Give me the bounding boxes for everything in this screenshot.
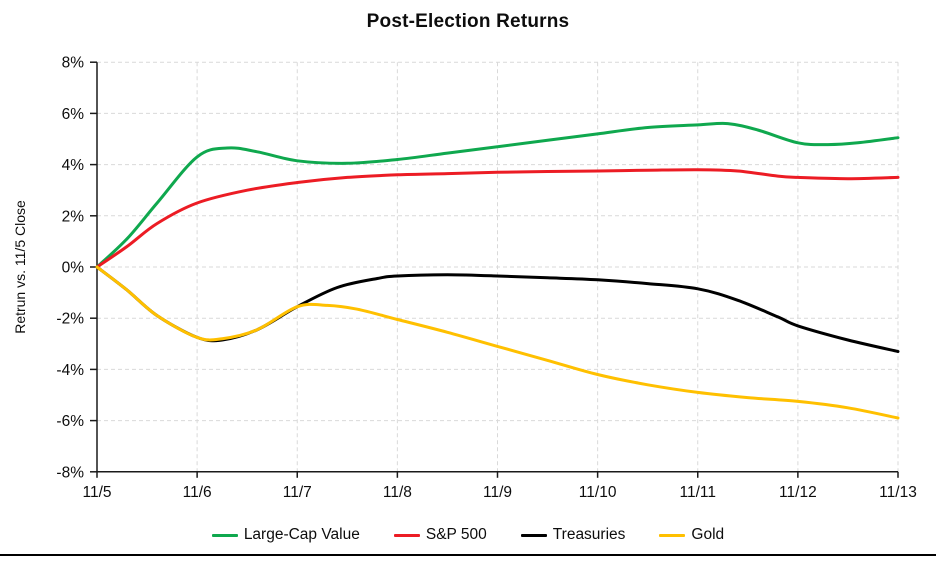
x-tick-label: 11/7: [283, 484, 312, 501]
y-tick-label: -4%: [56, 362, 84, 379]
x-tick-label: 11/10: [579, 484, 617, 501]
legend-label: Gold: [691, 526, 725, 543]
legend-item-treasuries: Treasuries: [520, 526, 626, 544]
chart-plot-area: 8% 6% 4% 2% 0% -2% -4% -6% -8% 11/5 11/6 11/7 11/8 11…: [12, 55, 917, 501]
legend-item-s-p-500: S&P 500: [393, 526, 487, 544]
y-tick-label: 8%: [62, 55, 85, 72]
x-tick-label: 11/12: [779, 484, 817, 501]
x-tick-label: 11/5: [82, 484, 111, 501]
y-tick-label: 6%: [62, 106, 85, 123]
y-tick-label: 2%: [62, 208, 85, 225]
legend-label: S&P 500: [425, 526, 487, 543]
x-tick-label: 11/11: [680, 484, 717, 501]
chart-title: Post-Election Returns: [366, 11, 570, 32]
y-tick-label: 4%: [62, 157, 85, 174]
legend-line-swatch-icon: [211, 533, 238, 537]
x-tick-label: 11/13: [879, 484, 917, 501]
x-tick-label: 11/6: [183, 484, 212, 501]
legend-line-swatch-icon: [659, 533, 686, 537]
y-axis-title: Retrun vs. 11/5 Close: [12, 200, 28, 334]
legend-item-gold: Gold: [659, 526, 724, 544]
legend-label: Large-Cap Value: [243, 526, 360, 543]
x-tick-label: 11/9: [483, 484, 512, 501]
bottom-divider: [0, 554, 936, 556]
chart-legend: Large-Cap Value S&P 500 Treasuries Gold: [0, 521, 936, 549]
y-tick-label: -2%: [56, 311, 84, 328]
series-line-s-p-500: [95, 168, 900, 269]
y-tick-label: -8%: [56, 464, 84, 481]
series-line-large-cap-value: [95, 121, 900, 269]
legend-line-swatch-icon: [520, 533, 547, 537]
y-tick-label: 0%: [62, 260, 85, 277]
x-tick-label: 11/8: [383, 484, 412, 501]
legend-label: Treasuries: [552, 526, 626, 543]
legend-line-swatch-icon: [393, 533, 420, 537]
legend-item-large-cap-value: Large-Cap Value: [211, 526, 360, 544]
y-tick-label: -6%: [56, 413, 84, 430]
series-line-gold: [95, 265, 900, 420]
